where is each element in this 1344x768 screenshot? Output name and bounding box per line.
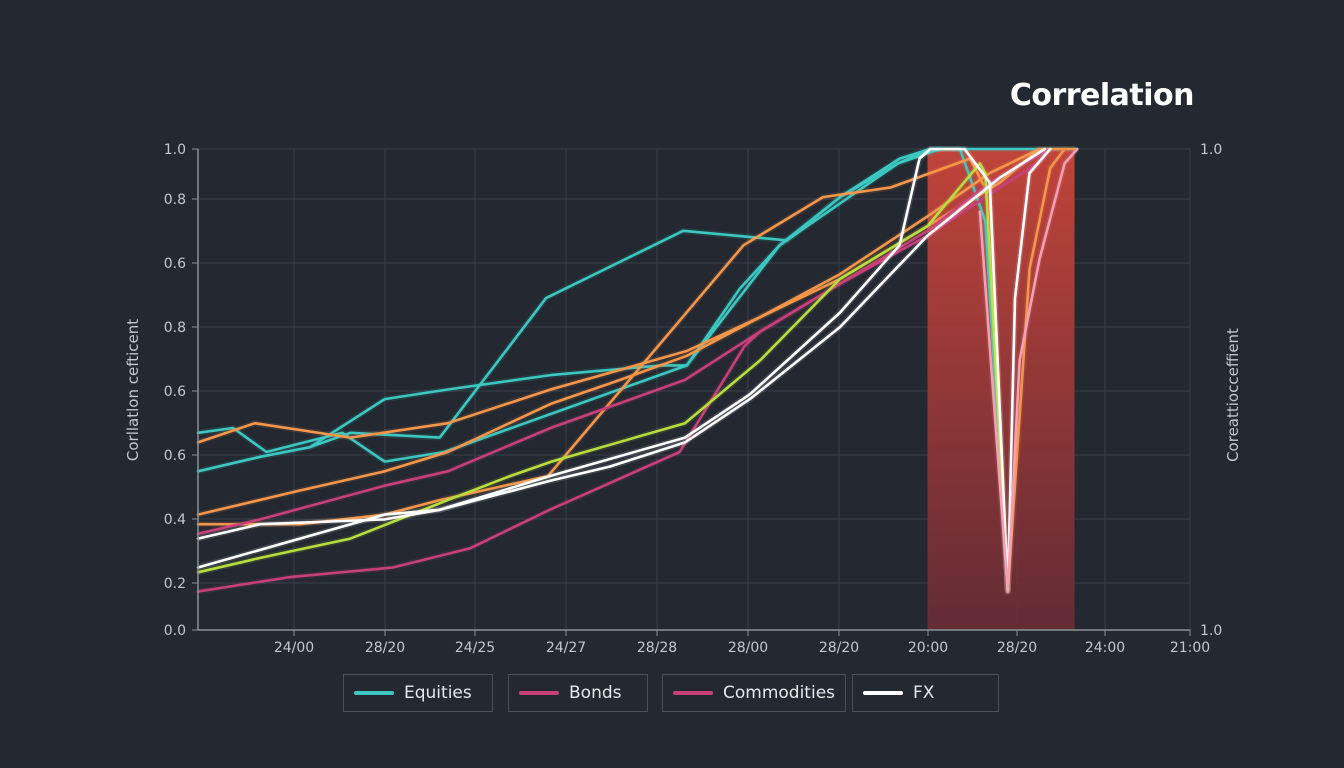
series-line-3 bbox=[196, 147, 1076, 444]
legend-label: Commodities bbox=[723, 683, 836, 703]
x-tick-label: 24:00 bbox=[1085, 640, 1125, 656]
legend-item-fx[interactable]: FX bbox=[852, 674, 999, 712]
y-axis-label: Corllatlon cefticent bbox=[124, 319, 142, 461]
y-tick-label: 0.8 bbox=[164, 320, 186, 336]
series-line-8 bbox=[196, 162, 1010, 593]
y-right-tick-label: 1.0 bbox=[1200, 142, 1222, 158]
y-tick-label: 0.6 bbox=[164, 256, 186, 272]
legend-swatch bbox=[354, 691, 394, 695]
x-tick-label: 24/27 bbox=[546, 640, 586, 656]
legend-label: Equities bbox=[404, 683, 472, 703]
x-tick-label: 20:00 bbox=[908, 640, 948, 656]
y-tick-label: 0.0 bbox=[164, 623, 186, 639]
legend-swatch bbox=[519, 691, 559, 695]
y-axis-right-label: Coreattiocceffient bbox=[1224, 328, 1242, 462]
x-tick-label: 28/20 bbox=[365, 640, 405, 656]
series-group bbox=[196, 146, 1080, 595]
x-tick-label: 24/00 bbox=[274, 640, 314, 656]
series-line-4 bbox=[196, 147, 1041, 516]
series-glow bbox=[197, 146, 1041, 518]
y-tick-label: 0.2 bbox=[164, 576, 186, 592]
chart-title: Correlation bbox=[1009, 78, 1195, 113]
legend-label: Bonds bbox=[569, 683, 622, 703]
legend-item-commodities[interactable]: Commodities bbox=[662, 674, 846, 712]
axes: 1.0 0.8 0.6 0.8 0.6 0.6 0.4 0.2 0.0 24/00 28/20 24/… bbox=[164, 142, 1223, 656]
legend-swatch bbox=[673, 691, 713, 695]
y-tick-label: 0.4 bbox=[164, 512, 186, 528]
y-tick-label: 0.6 bbox=[164, 384, 186, 400]
legend-label: FX bbox=[913, 683, 935, 703]
y-tick-label: 1.0 bbox=[164, 142, 186, 158]
legend-item-bonds[interactable]: Bonds bbox=[508, 674, 648, 712]
x-tick-label: 28/28 bbox=[637, 640, 677, 656]
series-line-2 bbox=[308, 147, 1079, 449]
series-line-10 bbox=[196, 147, 1052, 593]
series-line-6 bbox=[196, 147, 1052, 536]
y-tick-label: 0.6 bbox=[164, 448, 186, 464]
x-tick-label: 28/20 bbox=[819, 640, 859, 656]
legend: Equities Bonds Commodities FX bbox=[0, 674, 1344, 714]
highlight-band bbox=[927, 149, 1075, 630]
x-tick-label: 24/25 bbox=[455, 640, 495, 656]
legend-swatch bbox=[863, 691, 903, 695]
y-tick-label: 0.8 bbox=[164, 192, 186, 208]
x-tick-label: 21:00 bbox=[1170, 640, 1210, 656]
x-tick-label: 28/00 bbox=[728, 640, 768, 656]
legend-item-equities[interactable]: Equities bbox=[343, 674, 493, 712]
x-tick-label: 28/20 bbox=[997, 640, 1037, 656]
y-right-tick-label: 1.0 bbox=[1200, 623, 1222, 639]
series-line-11 bbox=[978, 147, 1079, 593]
